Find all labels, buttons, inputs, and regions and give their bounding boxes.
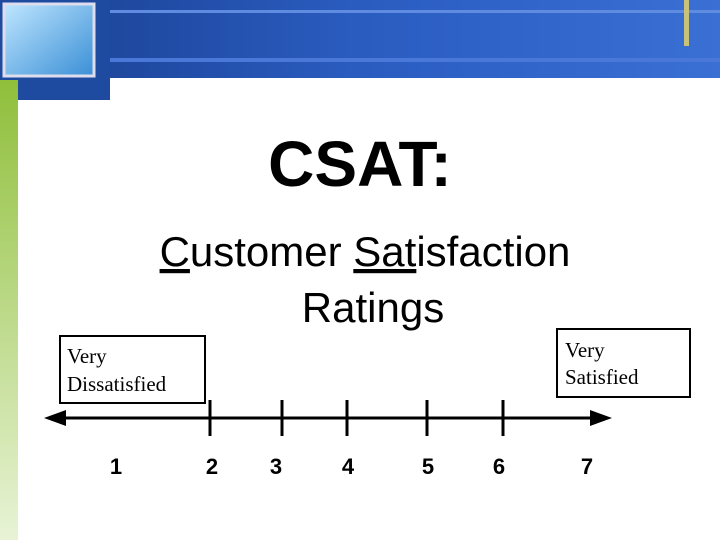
header-stripe (110, 58, 720, 62)
subtitle-part: C (160, 228, 190, 275)
anchor-label: Very (565, 338, 605, 362)
anchor-label: Dissatisfied (67, 372, 167, 396)
subtitle-part: ustomer (190, 228, 353, 275)
anchor-box (59, 335, 206, 404)
subtitle-line: Ratings (302, 284, 444, 331)
scale-label: 6 (493, 454, 505, 479)
header-stripe (110, 10, 720, 13)
scale-ticks (208, 400, 505, 436)
scale-label: 4 (342, 454, 355, 479)
scale-label: 2 (206, 454, 218, 479)
header-image-screen (2, 2, 96, 78)
left-strip (0, 80, 18, 540)
anchor-label: Very (67, 344, 107, 368)
arrow-head (44, 410, 66, 426)
subtitle-part: isfaction (416, 228, 570, 275)
scale-label: 5 (422, 454, 434, 479)
scale-labels: 1 2 3 4 5 6 7 (110, 454, 593, 479)
subtitle-part: Sat (353, 228, 416, 275)
scale-label: 1 (110, 454, 122, 479)
scale-label: 7 (581, 454, 593, 479)
scale-label: 3 (270, 454, 282, 479)
header-accent (684, 0, 689, 46)
title: CSAT: (268, 128, 452, 200)
arrow-head (590, 410, 612, 426)
anchor-label: Satisfied (565, 365, 639, 389)
anchor-box (556, 328, 691, 398)
subtitle-line: Customer Satisfaction (160, 228, 571, 275)
